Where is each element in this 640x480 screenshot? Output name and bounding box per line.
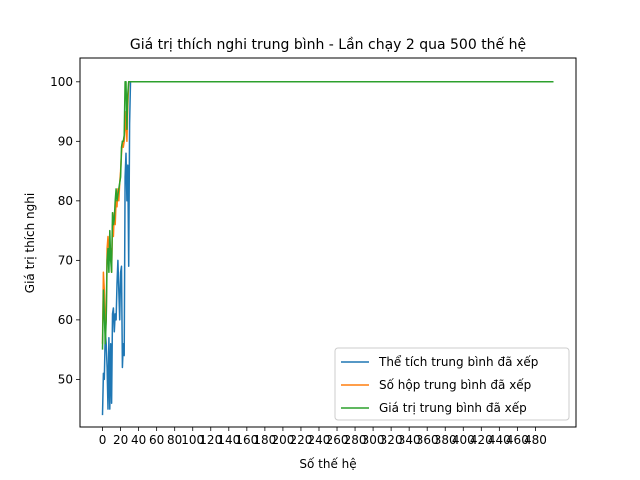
x-tick-label: 240: [308, 433, 331, 447]
x-tick-label: 200: [271, 433, 294, 447]
x-tick-label: 480: [524, 433, 547, 447]
legend-label: Giá trị trung bình đã xếp: [379, 401, 527, 415]
plot-frame: [79, 57, 577, 428]
x-tick-label: 300: [362, 433, 385, 447]
legend-box: [334, 347, 570, 421]
legend: Thể tích trung bình đã xếp Số hộp trung b…: [334, 347, 570, 421]
y-tick-label: 50: [58, 372, 73, 386]
y-axis-ticks: 50 60 70 80 90 100: [50, 75, 80, 386]
chart-title: Giá trị thích nghi trung bình - Lần chạy…: [130, 36, 526, 53]
x-tick-label: 120: [199, 433, 222, 447]
y-tick-label: 100: [50, 75, 73, 89]
x-tick-label: 180: [253, 433, 276, 447]
x-tick-label: 360: [416, 433, 439, 447]
x-tick-label: 220: [289, 433, 312, 447]
x-tick-label: 100: [181, 433, 204, 447]
x-tick-label: 160: [235, 433, 258, 447]
x-tick-label: 420: [470, 433, 493, 447]
legend-label: Thể tích trung bình đã xếp: [378, 355, 538, 369]
x-axis-label: Số thế hệ: [299, 457, 356, 471]
x-axis-ticks: 0 20 40 60 801001201401601802002202402602803…: [99, 427, 547, 447]
series-line-3: [101, 81, 554, 350]
x-tick-label: 380: [434, 433, 457, 447]
y-tick-label: 70: [58, 253, 73, 267]
x-tick-label: 340: [398, 433, 421, 447]
series-lines: [101, 81, 554, 416]
x-tick-label: 440: [488, 433, 511, 447]
x-tick-label: 400: [452, 433, 475, 447]
x-tick-label: 140: [217, 433, 240, 447]
series-line-1: [101, 81, 554, 416]
legend-label: Số hộp trung bình đã xếp: [379, 378, 531, 392]
x-tick-label: 260: [326, 433, 349, 447]
series-line-2: [101, 81, 554, 344]
x-tick-label: 0: [99, 433, 107, 447]
x-tick-label: 40: [131, 433, 146, 447]
y-tick-label: 60: [58, 313, 73, 327]
x-tick-label: 20: [113, 433, 128, 447]
y-axis-label: Giá trị thích nghi: [23, 193, 37, 293]
y-tick-label: 90: [58, 134, 73, 148]
x-tick-label: 460: [506, 433, 529, 447]
x-tick-label: 320: [380, 433, 403, 447]
x-tick-label: 280: [344, 433, 367, 447]
x-tick-label: 80: [167, 433, 182, 447]
x-tick-label: 60: [149, 433, 164, 447]
y-tick-label: 80: [58, 194, 73, 208]
